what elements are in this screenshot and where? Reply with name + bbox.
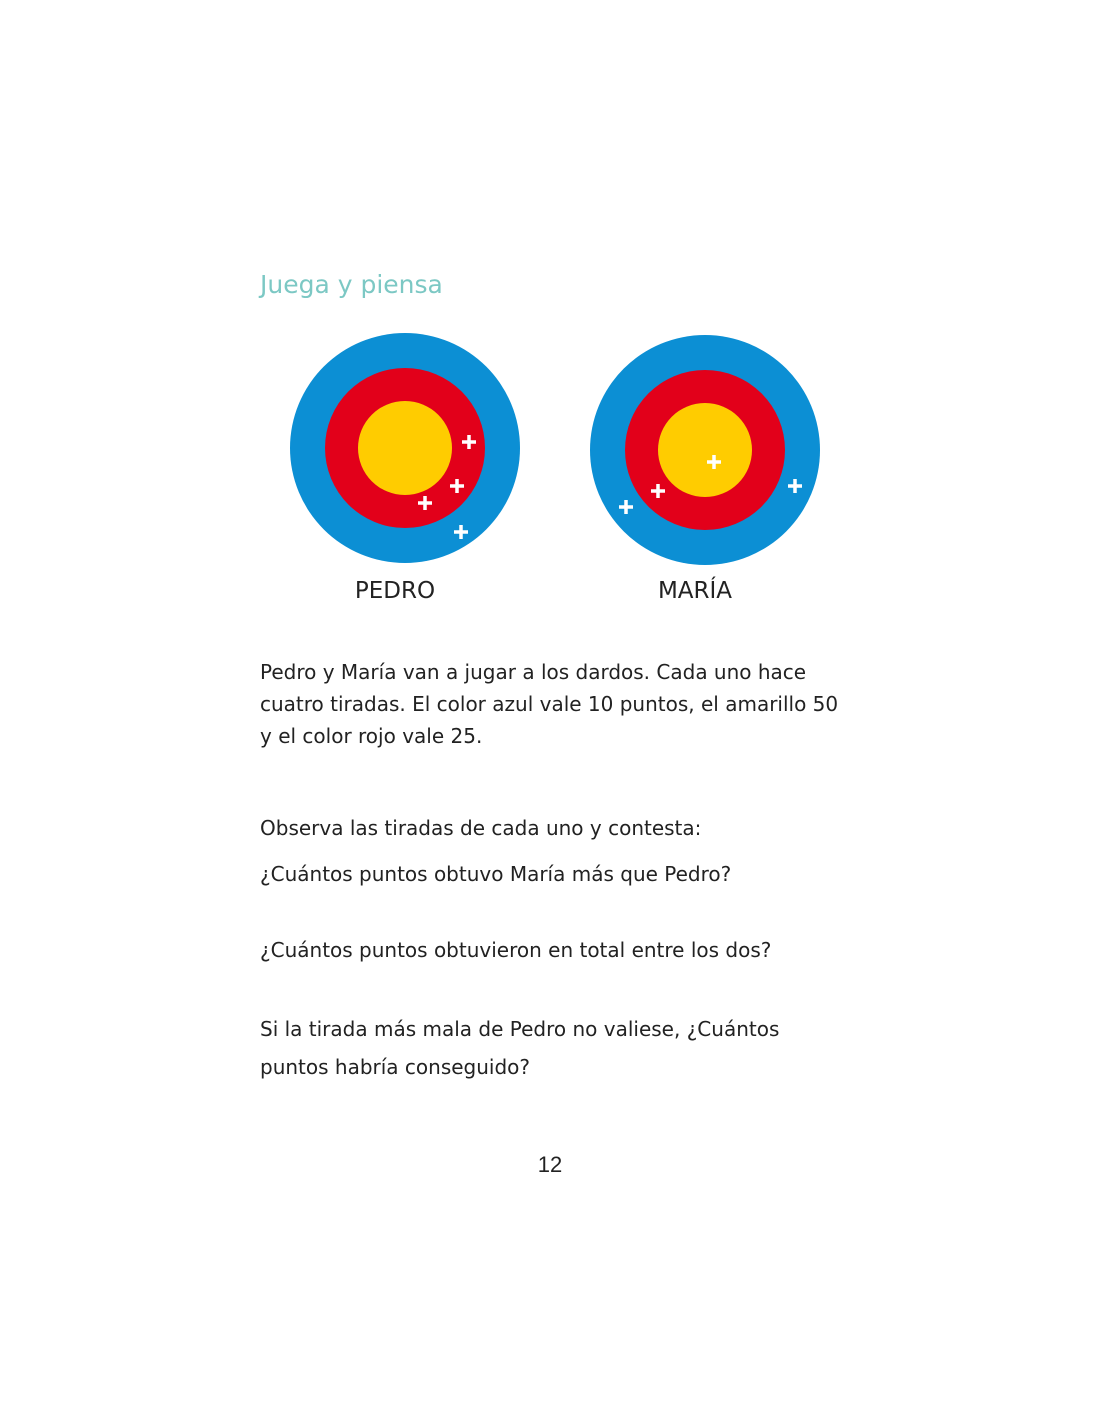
hit-mark <box>788 479 802 493</box>
page-number: 12 <box>537 1152 563 1177</box>
section-title: Juega y piensa <box>260 270 443 299</box>
hit-mark <box>619 500 633 514</box>
question-2: ¿Cuántos puntos obtuvieron en total entr… <box>260 938 772 962</box>
intro-paragraph: Pedro y María van a jugar a los dardos. … <box>260 660 839 748</box>
target-label-maria: MARÍA <box>657 578 733 604</box>
hit-mark <box>707 455 721 469</box>
hit-mark <box>450 479 464 493</box>
target-maria <box>590 335 820 565</box>
dart-hits <box>418 435 476 539</box>
hit-mark <box>454 525 468 539</box>
target-label-pedro: PEDRO <box>354 578 436 604</box>
instruction: Observa las tiradas de cada uno y contes… <box>260 816 702 840</box>
target-pedro <box>290 333 520 563</box>
dart-hits <box>619 455 802 514</box>
hit-mark <box>418 496 432 510</box>
question-3: Si la tirada más mala de Pedro no valies… <box>260 1017 780 1079</box>
question-1: ¿Cuántos puntos obtuvo María más que Ped… <box>260 862 732 886</box>
yellow-center <box>358 401 452 495</box>
hit-mark <box>462 435 476 449</box>
yellow-center <box>658 403 752 497</box>
hit-mark <box>651 484 665 498</box>
